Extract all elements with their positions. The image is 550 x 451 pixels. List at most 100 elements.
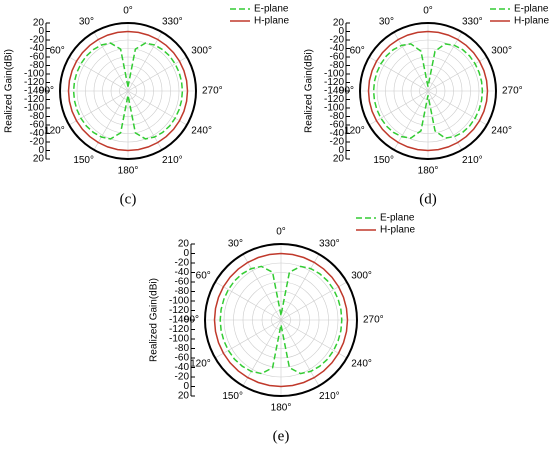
r-tick-label: -40 [175, 267, 190, 278]
r-tick-label: 20 [178, 239, 190, 250]
r-tick-label: 20 [333, 154, 345, 165]
angle-label: 270° [363, 315, 384, 326]
r-tick-label: -60 [175, 353, 190, 364]
angle-label: 30° [79, 16, 94, 27]
angle-label: 330° [162, 16, 183, 27]
angle-label: 240° [491, 126, 512, 137]
r-tick-label: -40 [175, 362, 190, 373]
grid-spoke [280, 254, 320, 321]
r-tick-label: -120 [24, 77, 44, 88]
series-line [367, 30, 489, 152]
grid-spoke [427, 90, 488, 126]
r-tick-label: -20 [175, 372, 190, 383]
r-tick-label: -140 [169, 315, 189, 326]
angle-label: 0° [423, 6, 433, 17]
angle-label: 330° [462, 16, 483, 27]
r-tick-label: -40 [330, 43, 345, 54]
r-tick-label: -120 [324, 94, 344, 105]
r-tick-label: -100 [24, 69, 44, 80]
r-tick-label: 0 [338, 26, 344, 37]
r-tick-label: 0 [338, 145, 344, 156]
angle-label: 0° [276, 227, 286, 238]
r-tick-label: -40 [30, 128, 45, 139]
r-tick-label: 20 [333, 18, 345, 29]
angle-label: 300° [191, 46, 212, 57]
angle-label: 300° [351, 271, 372, 282]
angle-label: 180° [118, 166, 139, 177]
angle-label: 120° [44, 126, 65, 137]
legend-label: E-plane [254, 4, 289, 15]
grid-spoke [427, 56, 488, 92]
r-tick-label: -80 [175, 286, 190, 297]
r-tick-label: -60 [175, 277, 190, 288]
axis-label: Realized Gain(dBi) [149, 278, 160, 362]
r-tick-label: -80 [330, 111, 345, 122]
grid-spoke [127, 90, 188, 126]
r-tick-label: -60 [30, 52, 45, 63]
angle-label: 30° [379, 16, 394, 27]
r-tick-label: 20 [33, 154, 45, 165]
angle-label: 300° [491, 46, 512, 57]
r-tick-label: -120 [324, 77, 344, 88]
panel-label: (e) [273, 428, 290, 444]
r-tick-label: 0 [38, 26, 44, 37]
angle-label: 30° [228, 238, 243, 249]
series-line [372, 43, 484, 139]
r-tick-label: -120 [169, 324, 189, 335]
angle-label: 180° [418, 166, 439, 177]
grid-spoke [127, 90, 163, 151]
plot-frame [359, 22, 497, 160]
r-tick-label: -20 [30, 35, 45, 46]
r-tick-label: -60 [330, 52, 345, 63]
angle-label: 180° [271, 403, 292, 414]
grid-spoke [127, 56, 188, 92]
grid-spoke [68, 56, 129, 92]
grid-spoke [215, 281, 282, 321]
grid-spoke [427, 90, 463, 151]
angle-label: 0° [123, 6, 133, 17]
panel-label: (d) [419, 191, 437, 207]
r-tick-label: -100 [324, 103, 344, 114]
angle-label: 270° [202, 86, 223, 97]
angle-label: 60° [196, 271, 211, 282]
legend-label: H-plane [380, 225, 415, 236]
angle-label: 210° [462, 155, 483, 166]
angle-label: 240° [191, 126, 212, 137]
r-tick-label: 0 [38, 145, 44, 156]
r-tick-label: -60 [330, 120, 345, 131]
grid-spoke [93, 90, 129, 151]
r-tick-label: -80 [175, 343, 190, 354]
angle-label: 60° [350, 46, 365, 57]
angle-label: 60° [50, 46, 65, 57]
grid-spoke [368, 56, 429, 92]
angle-label: 240° [351, 359, 372, 370]
r-tick-label: -100 [169, 296, 189, 307]
r-tick-label: -140 [24, 86, 44, 97]
grid-spoke [427, 31, 463, 92]
angle-label: 150° [373, 155, 394, 166]
r-tick-label: 20 [178, 391, 190, 402]
angle-label: 270° [502, 86, 523, 97]
r-tick-label: -40 [30, 43, 45, 54]
plot-frame [59, 22, 197, 160]
angle-label: 120° [190, 359, 211, 370]
series-line [213, 252, 349, 388]
angle-label: 210° [319, 391, 340, 402]
r-tick-label: -60 [30, 120, 45, 131]
axis-label: Realized Gain(dBi) [304, 49, 315, 133]
angle-label: 120° [344, 126, 365, 137]
grid-spoke [242, 319, 282, 386]
grid-spoke [68, 90, 129, 126]
grid-spoke [280, 319, 347, 359]
grid-spoke [215, 319, 282, 359]
panel-label: (c) [120, 191, 137, 207]
grid-spoke [280, 281, 347, 321]
r-tick-label: -100 [324, 69, 344, 80]
r-tick-label: -100 [169, 334, 189, 345]
series-line [67, 30, 189, 152]
r-tick-label: -100 [24, 103, 44, 114]
r-tick-label: -20 [330, 35, 345, 46]
r-tick-label: 0 [183, 381, 189, 392]
r-tick-label: 20 [33, 18, 45, 29]
